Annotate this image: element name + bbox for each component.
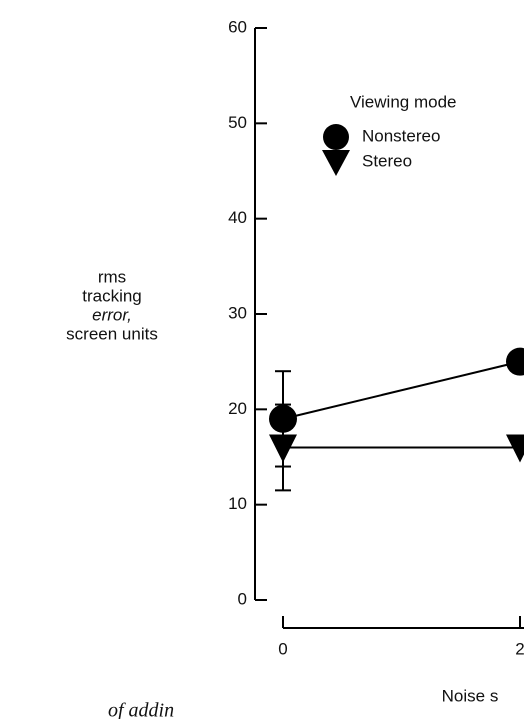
y-axis-label: error, [92, 305, 132, 324]
marker [506, 434, 524, 463]
y-axis-label: screen units [66, 324, 158, 343]
legend-marker [323, 124, 349, 150]
y-tick-label: 50 [228, 113, 247, 132]
y-tick-label: 20 [228, 399, 247, 418]
y-tick-label: 60 [228, 17, 247, 36]
marker [269, 434, 297, 463]
series-line [282, 360, 521, 420]
legend-label: Nonstereo [362, 126, 440, 145]
x-tick-label: 2 [515, 639, 524, 658]
legend-title: Viewing mode [350, 92, 456, 111]
x-axis-label: Noise s [442, 686, 499, 705]
x-tick-label: 0 [278, 639, 287, 658]
y-tick-label: 30 [228, 303, 247, 322]
caption: of addin [108, 700, 174, 719]
y-tick-label: 40 [228, 208, 247, 227]
legend-label: Stereo [362, 151, 412, 170]
y-axis-label: rms [98, 267, 126, 286]
y-axis-label: tracking [82, 286, 142, 305]
y-tick-label: 10 [228, 494, 247, 513]
y-tick-label: 0 [238, 589, 247, 608]
legend-marker [322, 150, 350, 176]
marker [506, 347, 524, 376]
